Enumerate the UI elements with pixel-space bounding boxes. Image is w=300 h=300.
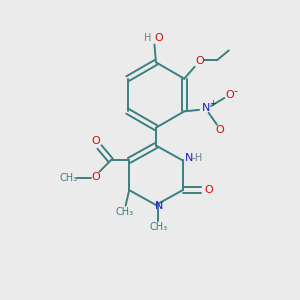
Text: CH₃: CH₃ [149,222,167,232]
Text: O: O [154,33,163,43]
Text: H: H [144,33,151,43]
Text: O: O [92,136,100,146]
Text: +: + [209,98,216,107]
Text: O: O [225,90,234,100]
Text: N: N [155,201,164,211]
Text: CH₃: CH₃ [59,173,78,183]
Text: O: O [91,172,100,182]
Text: N: N [184,153,193,163]
Text: O: O [215,125,224,135]
Text: N: N [202,103,211,113]
Text: O: O [205,185,213,195]
Text: O: O [195,56,204,66]
Text: -: - [233,86,237,96]
Text: –H: –H [191,153,203,163]
Text: CH₃: CH₃ [116,206,134,217]
